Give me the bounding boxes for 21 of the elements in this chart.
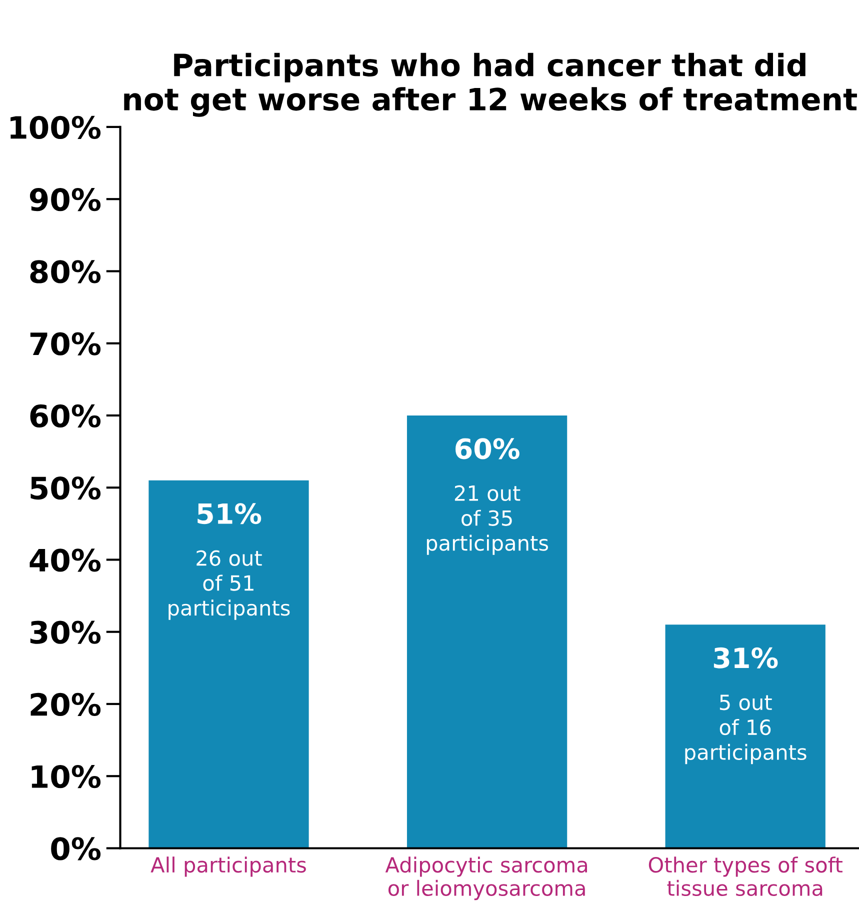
- y-tick-label: 0%: [51, 837, 101, 860]
- x-tick-label: Adipocytic sarcoma or leiomyosarcoma: [385, 856, 587, 900]
- data-label: 51% 26 out of 51 participants: [168, 503, 290, 620]
- y-tick-label: 10%: [32, 765, 101, 788]
- data-label: 60% 21 out of 35 participants: [426, 438, 548, 555]
- y-tick-label: 50%: [30, 476, 101, 500]
- data-label: 31% 5 out of 16 participants: [685, 647, 806, 764]
- x-tick-label: All participants: [150, 856, 306, 877]
- y-tick-label: 30%: [30, 620, 101, 644]
- y-tick-label: 70%: [30, 332, 101, 356]
- y-tick-label: 20%: [30, 692, 101, 716]
- y-tick-label: 40%: [30, 548, 101, 572]
- bar: [665, 624, 826, 848]
- chart-title: Participants who had cancer that did not get worse after 12 weeks of treatment: [124, 52, 857, 117]
- y-tick-label: 100%: [10, 116, 101, 140]
- y-tick-label: 90%: [30, 188, 101, 212]
- bar: [148, 480, 309, 848]
- x-tick-label: Other types of soft tissue sarcoma: [648, 856, 842, 896]
- y-tick-label: 80%: [30, 260, 101, 284]
- y-tick-label: 60%: [30, 404, 101, 428]
- bar: [406, 415, 568, 848]
